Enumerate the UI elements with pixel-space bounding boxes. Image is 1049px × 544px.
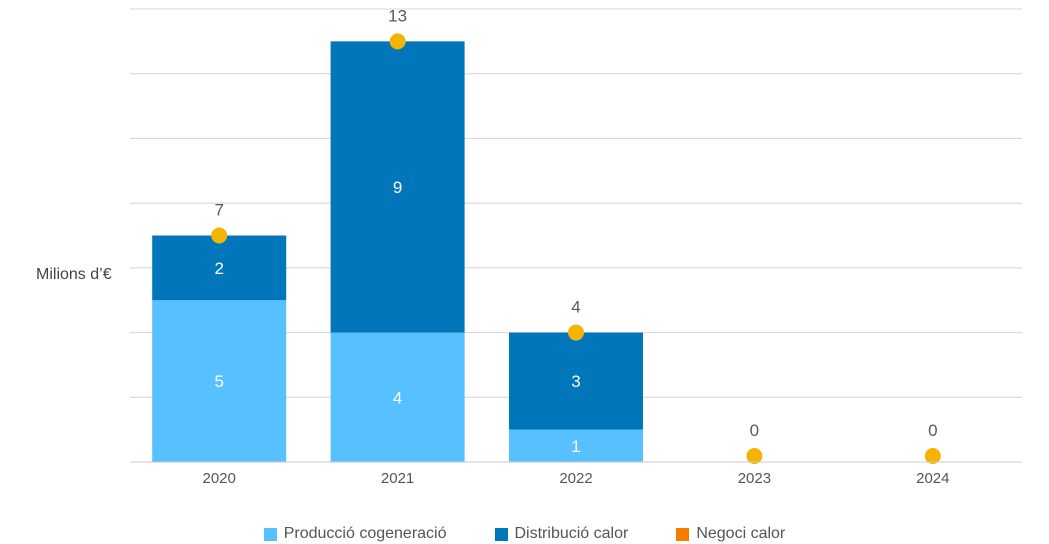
segment-labels: 5 2 4 9 1 3	[214, 178, 580, 456]
total-labels: 7 13 4 0 0	[214, 6, 937, 440]
x-tick-label: 2024	[916, 470, 949, 487]
x-tick-label: 2021	[381, 470, 414, 487]
bar-segment	[330, 332, 465, 462]
total-marker	[746, 448, 763, 464]
y-axis-label: Milions d’€	[36, 266, 112, 283]
total-marker	[389, 33, 406, 50]
bar-segment	[152, 235, 287, 301]
bar-segment	[152, 300, 287, 462]
bar-segment	[509, 429, 643, 462]
legend-swatch-negoci	[676, 527, 690, 541]
total-markers	[211, 33, 941, 464]
legend-label-produccio: Producció cogeneració	[283, 525, 447, 542]
legend-label-distribucio: Distribució calor	[514, 525, 629, 542]
segment-value-label: 1	[571, 437, 580, 456]
total-marker	[568, 324, 584, 341]
total-value-label: 4	[571, 298, 580, 317]
total-value-label: 0	[750, 421, 759, 440]
bar-segment	[509, 332, 643, 430]
legend-swatch-produccio	[263, 527, 277, 541]
segment-value-label: 5	[214, 372, 223, 391]
legend-swatch-distribucio	[494, 527, 508, 541]
segment-value-label: 2	[214, 259, 223, 278]
legend-label-negoci: Negoci calor	[696, 525, 786, 542]
x-axis-ticks: 2020 2021 2022 2023 2024	[203, 470, 950, 487]
x-tick-label: 2020	[203, 470, 236, 487]
total-value-label: 7	[214, 201, 223, 220]
legend-item-negoci[interactable]: Negoci calor	[676, 524, 785, 544]
bars	[152, 41, 643, 462]
total-marker	[924, 448, 941, 464]
segment-value-label: 3	[571, 372, 580, 391]
legend-item-produccio[interactable]: Producció cogeneració	[263, 524, 447, 544]
segment-value-label: 9	[393, 178, 402, 197]
x-tick-label: 2023	[738, 470, 771, 487]
total-value-label: 0	[928, 421, 937, 440]
x-tick-label: 2022	[559, 470, 592, 487]
bar-segment	[330, 41, 465, 333]
total-value-label: 13	[388, 6, 407, 25]
segment-value-label: 4	[393, 388, 402, 407]
legend: Producció cogeneració Distribució calor …	[0, 524, 1049, 544]
total-marker	[211, 227, 228, 244]
legend-item-distribucio[interactable]: Distribució calor	[494, 524, 629, 544]
